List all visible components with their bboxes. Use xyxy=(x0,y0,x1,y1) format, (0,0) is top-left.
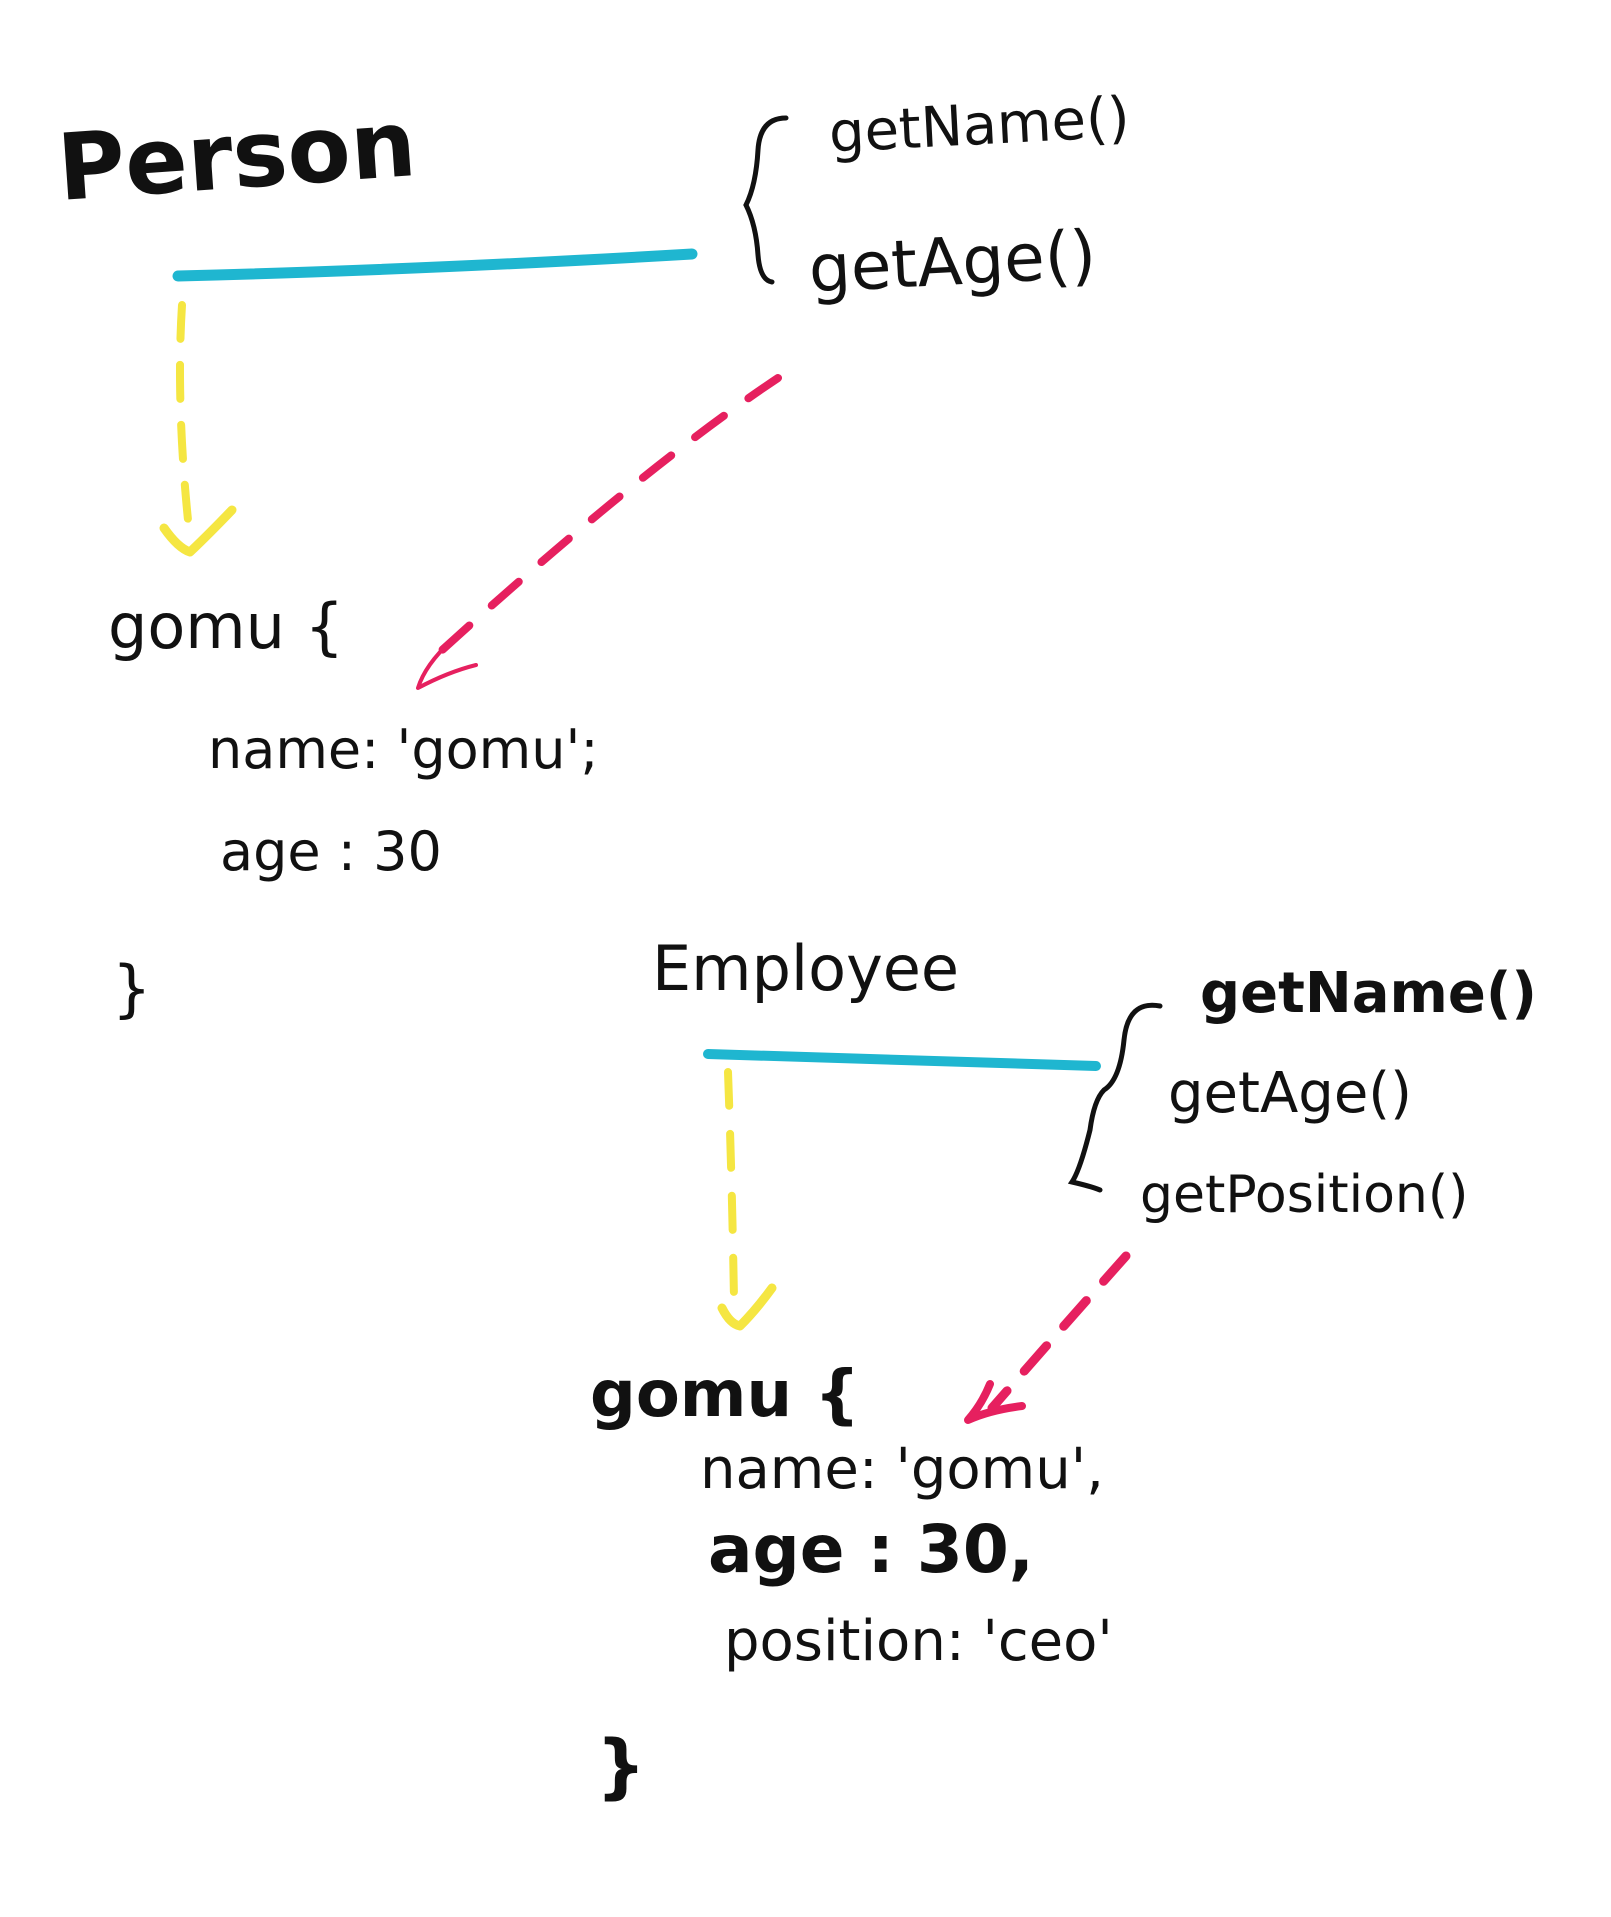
employee-prototype-arrowhead xyxy=(964,1380,1026,1424)
employee-instance-open: gomu { xyxy=(590,1358,860,1432)
person-class-name: Person xyxy=(54,90,419,222)
person-instance-open: gomu { xyxy=(108,590,344,663)
person-methods-brace xyxy=(743,115,789,285)
person-instance-arrow xyxy=(176,301,192,524)
employee-instance-close: } xyxy=(596,1725,646,1807)
person-group: Person getName() getAge() gomu { name: '… xyxy=(54,85,1131,1025)
person-instance-field-age: age : 30 xyxy=(220,820,442,883)
employee-instance-arrow xyxy=(724,1068,738,1304)
person-instance-close: } xyxy=(112,952,151,1025)
employee-method-getname: getName() xyxy=(1200,961,1537,1026)
employee-class-name: Employee xyxy=(652,932,959,1005)
employee-method-getposition: getPosition() xyxy=(1140,1165,1468,1225)
employee-method-getage: getAge() xyxy=(1168,1061,1412,1126)
person-method-getname: getName() xyxy=(827,85,1131,166)
employee-prototype-arrow xyxy=(987,1251,1131,1413)
person-link-line xyxy=(172,248,698,282)
employee-instance-field-age: age : 30, xyxy=(708,1511,1034,1588)
employee-methods-brace xyxy=(1067,1002,1163,1193)
person-prototype-arrowhead xyxy=(416,638,478,690)
employee-group: Employee getName() getAge() getPosition(… xyxy=(590,932,1537,1807)
person-instance-arrowhead xyxy=(159,505,237,557)
person-instance-field-name: name: 'gomu'; xyxy=(208,718,599,781)
person-prototype-arrow xyxy=(436,374,782,656)
employee-instance-field-position: position: 'ceo' xyxy=(724,1609,1113,1674)
employee-instance-field-name: name: 'gomu', xyxy=(700,1437,1104,1502)
person-method-getage: getAge() xyxy=(807,216,1098,308)
employee-instance-arrowhead xyxy=(717,1283,777,1331)
employee-link-line xyxy=(703,1049,1101,1071)
